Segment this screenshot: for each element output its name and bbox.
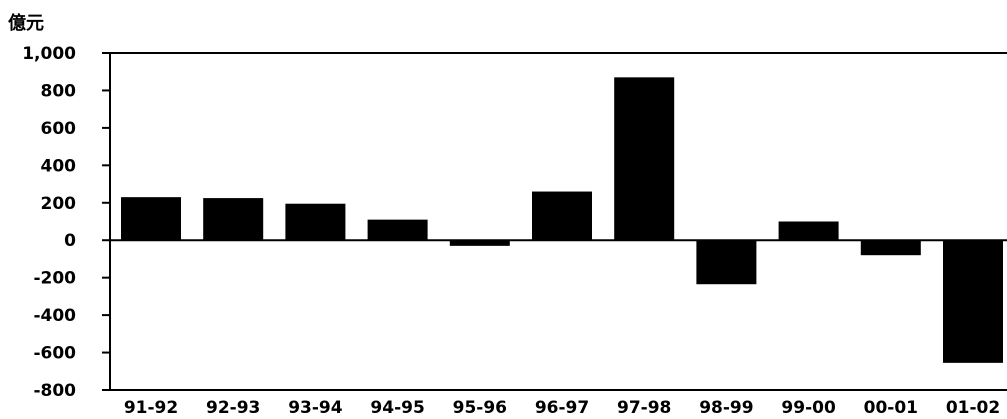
bar [532, 191, 592, 241]
x-tick-label: 01-02 [946, 398, 1000, 418]
bar [285, 203, 346, 241]
y-unit-label: 億元 [8, 12, 44, 34]
bar [449, 240, 510, 246]
y-tick-label: -400 [33, 306, 76, 326]
x-tick-label: 96-97 [535, 398, 589, 418]
bar [367, 219, 428, 241]
y-tick-label: 1,000 [22, 44, 76, 64]
bar [943, 240, 1003, 363]
y-tick-label: 400 [41, 156, 77, 176]
bar [614, 77, 675, 241]
y-tick-label: 600 [41, 119, 77, 139]
x-tick-label: 97-98 [617, 398, 671, 418]
bar [203, 198, 264, 241]
y-tick-label: 200 [41, 194, 77, 214]
x-tick-label: 94-95 [370, 398, 424, 418]
x-tick-label: 98-99 [699, 398, 753, 418]
x-tick-label: 93-94 [288, 398, 343, 418]
bar [778, 221, 839, 241]
x-axis-labels: 91-92 92-93 93-94 94-95 95-96 96-97 97-98 98-99… [124, 398, 1000, 418]
x-tick-label: 92-93 [206, 398, 260, 418]
y-tick-label: 0 [64, 231, 76, 251]
x-tick-label: 91-92 [124, 398, 178, 418]
x-tick-label: 95-96 [453, 398, 507, 418]
y-tick-label: 800 [41, 81, 77, 101]
y-tick-label: -200 [33, 269, 76, 289]
bar [696, 240, 757, 285]
y-tick-label: -600 [33, 344, 76, 364]
bar [121, 197, 181, 241]
x-tick-label: 99-00 [781, 398, 836, 418]
y-tick-label: -800 [33, 381, 76, 401]
bar [860, 240, 921, 256]
x-tick-label: 00-01 [864, 398, 918, 418]
bars [121, 77, 1003, 363]
